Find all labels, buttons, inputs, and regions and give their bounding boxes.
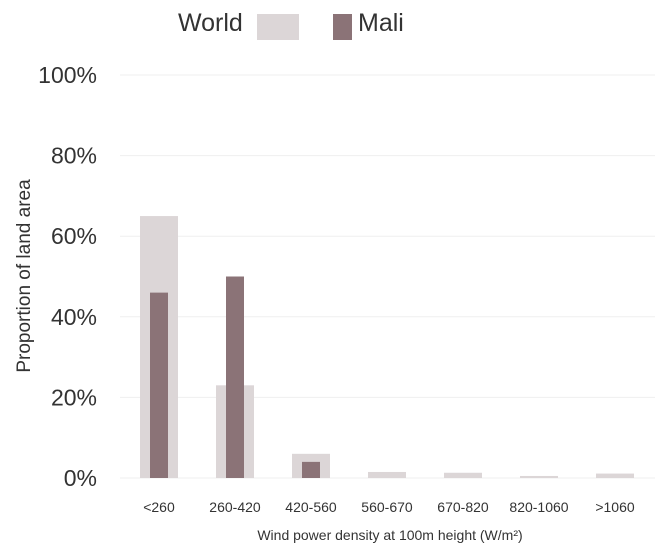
y-tick-label: 40% [51, 304, 97, 330]
gridlines [120, 74, 655, 479]
legend-swatch-world [257, 14, 299, 40]
x-axis-ticks: <260 260-420 420-560 560-670 670-820 820-1060… [143, 499, 635, 515]
y-axis-ticks: 0% 20% 40% 60% 80% 100% [38, 62, 97, 491]
bars [140, 216, 634, 479]
bar-world [368, 471, 406, 478]
y-tick-label: 100% [38, 62, 97, 88]
y-tick-label: 20% [51, 384, 97, 410]
x-tick-label: 820-1060 [509, 499, 568, 515]
x-tick-label: 420-560 [285, 499, 337, 515]
y-tick-label: 60% [51, 223, 97, 249]
bar-mali [302, 461, 320, 478]
legend-swatch-mali [333, 14, 352, 40]
bar-world [444, 472, 482, 478]
legend-label-world: World [178, 9, 243, 37]
x-axis-label: Wind power density at 100m height (W/m²) [257, 527, 522, 543]
legend: World Mali [0, 6, 662, 40]
x-tick-label: 260-420 [209, 499, 261, 515]
bar-world [520, 475, 558, 478]
x-tick-label: 560-670 [361, 499, 413, 515]
y-tick-label: 0% [64, 465, 97, 491]
legend-label-mali: Mali [358, 9, 404, 37]
y-axis-label: Proportion of land area [14, 179, 35, 373]
y-tick-label: 80% [51, 143, 97, 169]
bar-world [596, 473, 634, 478]
x-tick-label: >1060 [595, 499, 635, 515]
bar-mali [226, 276, 244, 478]
bar-mali [150, 292, 168, 478]
x-tick-label: <260 [143, 499, 175, 515]
x-tick-label: 670-820 [437, 499, 489, 515]
